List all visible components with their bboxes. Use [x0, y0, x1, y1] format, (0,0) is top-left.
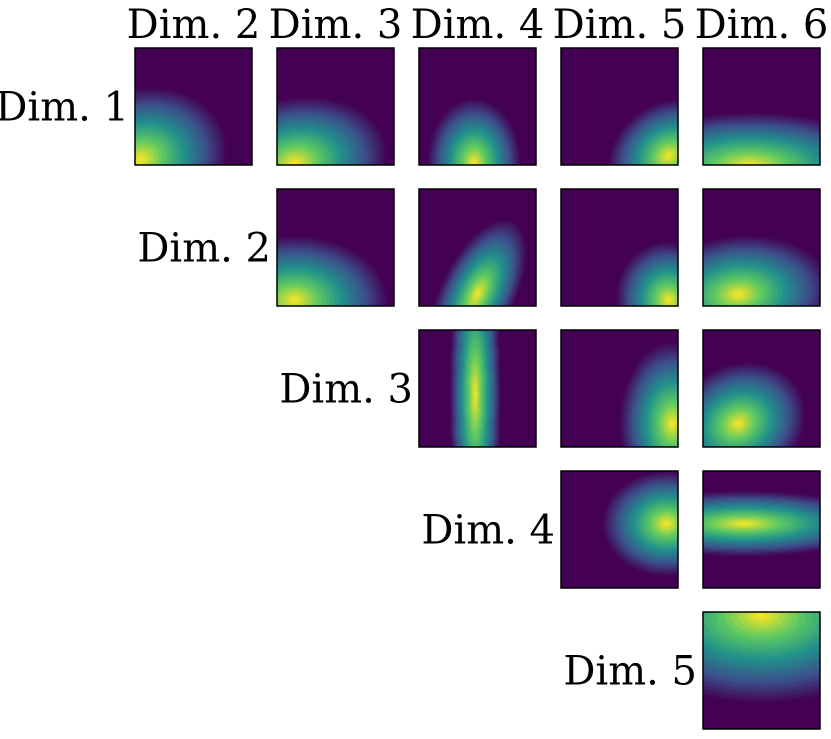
panel-dim1-dim6 [702, 47, 821, 166]
panel-dim2-dim6-heatmap [703, 189, 820, 306]
panel-dim3-dim5 [560, 329, 679, 448]
panel-dim1-dim3-heatmap [277, 48, 394, 165]
panel-dim3-dim5-heatmap [561, 330, 678, 447]
panel-dim2-dim3-frame [276, 188, 395, 307]
column-labels: Dim. 2 Dim. 3 Dim. 4 Dim. 5 Dim. 6 [127, 2, 829, 48]
panel-dim1-dim6-heatmap [703, 48, 820, 165]
row-label-3: Dim. 3 [279, 367, 413, 413]
panel-dim3-dim5-frame [560, 329, 679, 448]
panel-dim2-dim6 [702, 188, 821, 307]
column-label-5: Dim. 5 [553, 2, 687, 48]
column-label-2: Dim. 2 [127, 2, 261, 48]
panel-dim2-dim3-heatmap [277, 189, 394, 306]
panel-dim1-dim2-heatmap [135, 48, 252, 165]
panel-dim4-dim6-frame [702, 470, 821, 589]
panel-dim1-dim4-heatmap [419, 48, 536, 165]
panel-dim3-dim6 [702, 329, 821, 448]
panel-dim1-dim3 [276, 47, 395, 166]
column-label-6: Dim. 6 [695, 2, 829, 48]
panel-dim5-dim6 [702, 611, 821, 730]
row-label-1: Dim. 1 [0, 85, 129, 131]
panel-dim2-dim5-heatmap [561, 189, 678, 306]
panel-dim3-dim4-frame [418, 329, 537, 448]
panel-dim1-dim5-frame [560, 47, 679, 166]
panel-dim1-dim2 [134, 47, 253, 166]
panel-dim3-dim4 [418, 329, 537, 448]
panel-dim2-dim4 [418, 188, 537, 307]
panel-dim4-dim5-heatmap [561, 471, 678, 588]
panel-dim5-dim6-heatmap [703, 612, 820, 729]
row-label-5: Dim. 5 [563, 649, 697, 695]
column-label-3: Dim. 3 [269, 2, 403, 48]
panel-dim4-dim6-heatmap [703, 471, 820, 588]
panel-dim1-dim4-frame [418, 47, 537, 166]
panel-dim2-dim4-frame [418, 188, 537, 307]
panel-dim1-dim2-frame [134, 47, 253, 166]
panel-dim3-dim4-heatmap [419, 330, 536, 447]
row-labels: Dim. 1 Dim. 2 Dim. 3 Dim. 4 Dim. 5 [0, 85, 697, 695]
panel-dim1-dim4 [418, 47, 537, 166]
panel-dim2-dim6-frame [702, 188, 821, 307]
panel-dim4-dim5 [560, 470, 679, 589]
panel-dim2-dim5 [560, 188, 679, 307]
panel-dim2-dim3 [276, 188, 395, 307]
heatmap-panels [134, 47, 821, 730]
panel-dim1-dim6-frame [702, 47, 821, 166]
panel-dim5-dim6-frame [702, 611, 821, 730]
panel-dim1-dim5 [560, 47, 679, 166]
panel-dim3-dim6-heatmap [703, 330, 820, 447]
panel-dim2-dim4-heatmap [419, 189, 536, 306]
panel-dim1-dim5-heatmap [561, 48, 678, 165]
panel-dim2-dim5-frame [560, 188, 679, 307]
panel-dim3-dim6-frame [702, 329, 821, 448]
panel-dim4-dim6 [702, 470, 821, 589]
row-label-4: Dim. 4 [421, 508, 555, 554]
row-label-2: Dim. 2 [137, 226, 271, 272]
panel-dim1-dim3-frame [276, 47, 395, 166]
column-label-4: Dim. 4 [411, 2, 545, 48]
panel-dim4-dim5-frame [560, 470, 679, 589]
